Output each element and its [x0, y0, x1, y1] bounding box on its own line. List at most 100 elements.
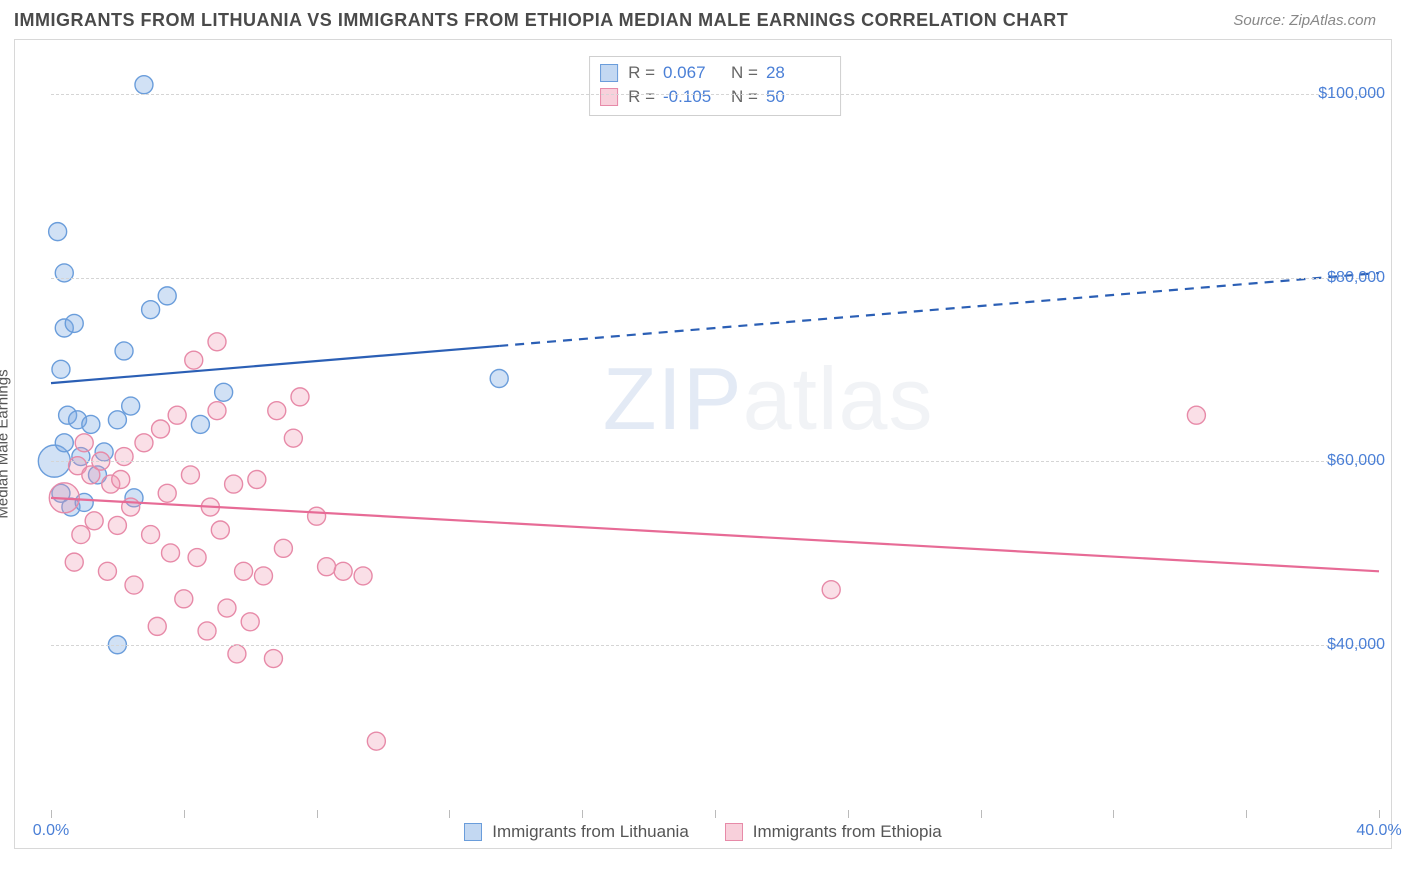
point-ethiopia [334, 562, 352, 580]
point-ethiopia [241, 613, 259, 631]
gridline-h [51, 94, 1379, 95]
point-lithuania [215, 383, 233, 401]
point-ethiopia [284, 429, 302, 447]
point-lithuania [82, 415, 100, 433]
n-value-ethiopia: 50 [766, 85, 826, 109]
point-ethiopia [108, 516, 126, 534]
point-ethiopia [185, 351, 203, 369]
point-ethiopia [148, 617, 166, 635]
point-ethiopia [162, 544, 180, 562]
x-tick [51, 810, 52, 818]
plot-area: ZIPatlas R = 0.067 N = 28 R = -0.105 N =… [51, 48, 1379, 810]
point-ethiopia [228, 645, 246, 663]
point-ethiopia [254, 567, 272, 585]
source-prefix: Source: [1233, 12, 1289, 29]
x-tick [848, 810, 849, 818]
point-ethiopia [268, 402, 286, 420]
point-ethiopia [198, 622, 216, 640]
stats-row-ethiopia: R = -0.105 N = 50 [600, 85, 826, 109]
point-lithuania [55, 434, 73, 452]
gridline-h [51, 645, 1379, 646]
point-ethiopia [208, 402, 226, 420]
point-ethiopia [367, 732, 385, 750]
legend-item-lithuania: Immigrants from Lithuania [464, 822, 689, 842]
swatch-ethiopia [600, 88, 618, 106]
point-ethiopia [115, 448, 133, 466]
point-ethiopia [188, 549, 206, 567]
stats-row-lithuania: R = 0.067 N = 28 [600, 61, 826, 85]
point-ethiopia [72, 526, 90, 544]
trendline-dashed-lithuania [499, 273, 1379, 346]
n-label: N = [731, 61, 758, 85]
point-ethiopia [225, 475, 243, 493]
point-ethiopia [98, 562, 116, 580]
x-tick [981, 810, 982, 818]
point-lithuania [135, 76, 153, 94]
point-ethiopia [181, 466, 199, 484]
y-axis-label: Median Male Earnings [0, 369, 12, 518]
legend-label-lithuania: Immigrants from Lithuania [492, 822, 689, 842]
point-lithuania [191, 415, 209, 433]
point-ethiopia [125, 576, 143, 594]
source-attribution: Source: ZipAtlas.com [1233, 12, 1376, 29]
point-ethiopia [264, 650, 282, 668]
point-ethiopia [218, 599, 236, 617]
y-tick-label: $100,000 [1318, 85, 1385, 103]
n-label: N = [731, 85, 758, 109]
chart-container: Median Male Earnings ZIPatlas R = 0.067 … [14, 39, 1392, 849]
chart-header: IMMIGRANTS FROM LITHUANIA VS IMMIGRANTS … [0, 0, 1406, 39]
x-tick [715, 810, 716, 818]
x-tick [1113, 810, 1114, 818]
point-ethiopia [152, 420, 170, 438]
x-tick [1379, 810, 1380, 818]
point-ethiopia [168, 406, 186, 424]
point-ethiopia [235, 562, 253, 580]
point-ethiopia [354, 567, 372, 585]
point-lithuania [122, 397, 140, 415]
legend-item-ethiopia: Immigrants from Ethiopia [725, 822, 942, 842]
point-ethiopia [1187, 406, 1205, 424]
x-tick [582, 810, 583, 818]
point-ethiopia [75, 434, 93, 452]
x-tick [184, 810, 185, 818]
y-tick-label: $80,000 [1327, 269, 1385, 287]
point-ethiopia [211, 521, 229, 539]
y-tick-label: $40,000 [1327, 636, 1385, 654]
chart-title: IMMIGRANTS FROM LITHUANIA VS IMMIGRANTS … [14, 10, 1068, 31]
swatch-lithuania-icon [464, 823, 482, 841]
r-value-ethiopia: -0.105 [663, 85, 723, 109]
point-ethiopia [318, 558, 336, 576]
gridline-h [51, 278, 1379, 279]
r-label: R = [628, 85, 655, 109]
trendline-ethiopia [51, 498, 1379, 571]
x-tick [1246, 810, 1247, 818]
point-ethiopia [142, 526, 160, 544]
point-ethiopia [65, 553, 83, 571]
point-ethiopia [122, 498, 140, 516]
bottom-legend: Immigrants from Lithuania Immigrants fro… [15, 822, 1391, 842]
point-ethiopia [822, 581, 840, 599]
x-tick [317, 810, 318, 818]
r-label: R = [628, 61, 655, 85]
swatch-ethiopia-icon [725, 823, 743, 841]
swatch-lithuania [600, 64, 618, 82]
source-name: ZipAtlas.com [1289, 12, 1376, 29]
x-tick [449, 810, 450, 818]
point-lithuania [55, 264, 73, 282]
gridline-h [51, 461, 1379, 462]
correlation-stats-box: R = 0.067 N = 28 R = -0.105 N = 50 [589, 56, 841, 116]
legend-label-ethiopia: Immigrants from Ethiopia [753, 822, 942, 842]
point-ethiopia [158, 484, 176, 502]
point-ethiopia [85, 512, 103, 530]
point-ethiopia [208, 333, 226, 351]
point-ethiopia [274, 539, 292, 557]
n-value-lithuania: 28 [766, 61, 826, 85]
point-ethiopia [135, 434, 153, 452]
point-lithuania [490, 370, 508, 388]
point-lithuania [108, 411, 126, 429]
y-tick-label: $60,000 [1327, 452, 1385, 470]
point-lithuania [142, 301, 160, 319]
point-ethiopia [291, 388, 309, 406]
point-lithuania [52, 360, 70, 378]
point-ethiopia [308, 507, 326, 525]
